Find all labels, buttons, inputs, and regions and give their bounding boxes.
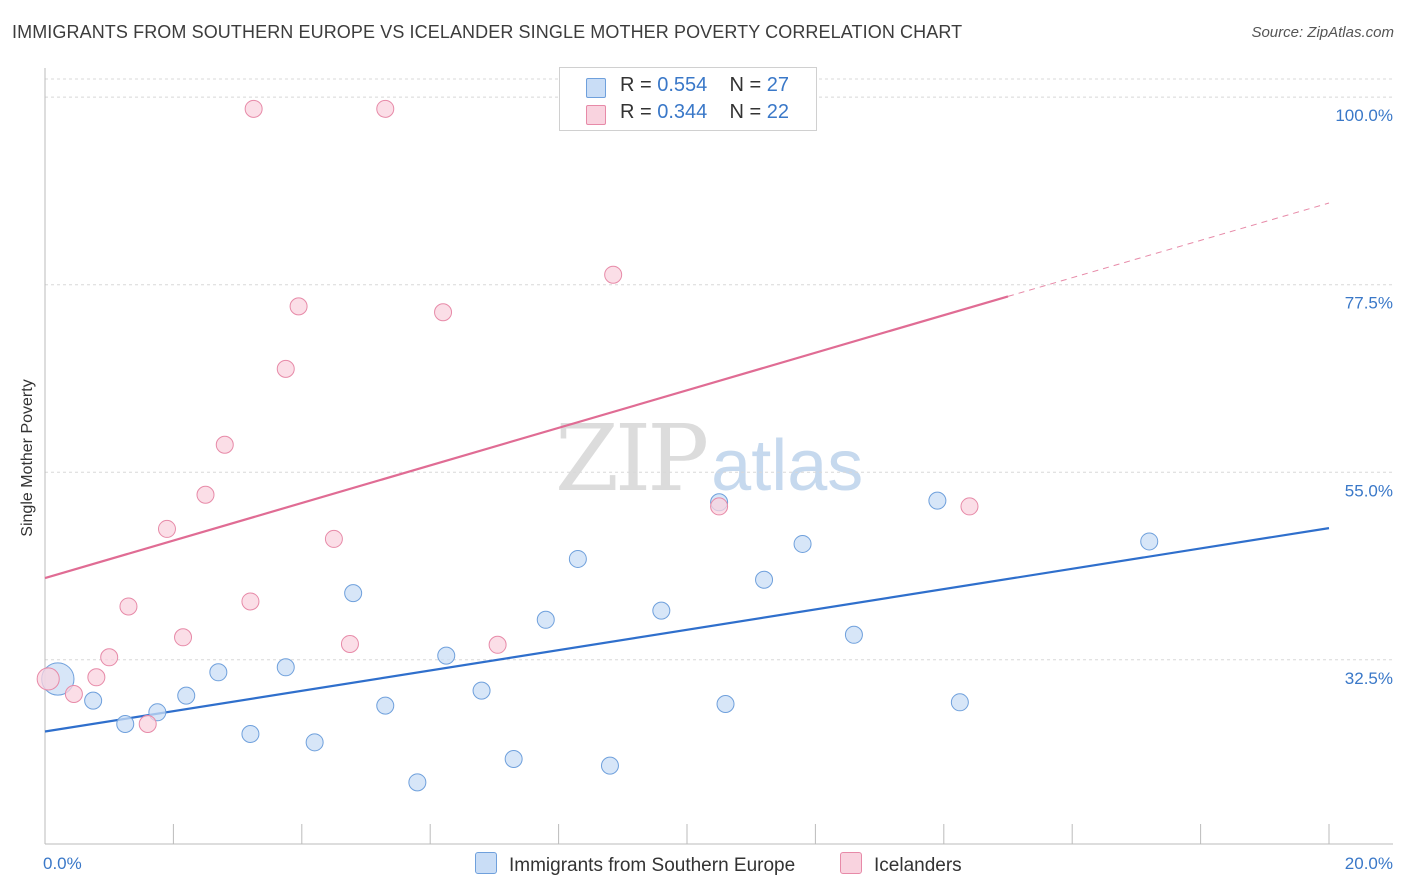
data-point bbox=[84, 691, 103, 710]
data-point bbox=[157, 519, 176, 538]
data-point bbox=[488, 635, 507, 654]
data-point bbox=[64, 684, 83, 703]
data-point bbox=[604, 265, 623, 284]
chart-title: IMMIGRANTS FROM SOUTHERN EUROPE VS ICELA… bbox=[12, 22, 963, 42]
data-point bbox=[289, 297, 308, 316]
x-tick-label: 20.0% bbox=[1345, 854, 1393, 873]
bottom-legend-southern-europe: Immigrants from Southern Europe bbox=[475, 852, 795, 877]
bottom-legend-label: Immigrants from Southern Europe bbox=[509, 855, 796, 876]
data-point bbox=[324, 529, 343, 548]
x-tick-label: 0.0% bbox=[43, 854, 82, 873]
data-point bbox=[119, 597, 138, 616]
data-point bbox=[568, 549, 587, 568]
legend-r-value: 0.554 bbox=[657, 74, 708, 96]
data-point bbox=[504, 749, 523, 768]
data-point bbox=[755, 570, 774, 589]
data-point bbox=[100, 648, 119, 667]
axes bbox=[44, 68, 1393, 845]
data-point bbox=[241, 592, 260, 611]
data-point bbox=[177, 686, 196, 705]
data-point bbox=[116, 714, 135, 733]
legend-n-value: 27 bbox=[766, 74, 790, 96]
data-point bbox=[950, 693, 969, 712]
y-tick-label: 100.0% bbox=[1335, 106, 1393, 125]
stats-legend: R = 0.554 N = 27 R = 0.344 N = 22 bbox=[559, 67, 817, 131]
data-point bbox=[305, 733, 324, 752]
watermark-atlas: atlas bbox=[711, 426, 864, 506]
bottom-legend-label: Icelanders bbox=[874, 855, 962, 876]
legend-n-label: N = bbox=[729, 101, 767, 123]
legend-swatch-pink bbox=[586, 105, 606, 125]
data-point bbox=[87, 668, 106, 687]
data-point bbox=[408, 773, 427, 792]
data-point bbox=[196, 485, 215, 504]
bottom-legend-icelanders: Icelanders bbox=[840, 852, 962, 877]
watermark-zip: ZIP bbox=[555, 405, 709, 512]
data-point bbox=[1140, 532, 1159, 551]
data-point bbox=[536, 610, 555, 629]
data-point bbox=[652, 601, 671, 620]
legend-r-value: 0.344 bbox=[657, 101, 708, 123]
data-point bbox=[928, 491, 947, 510]
trend-line-extension bbox=[1007, 202, 1330, 297]
data-point bbox=[710, 497, 729, 516]
bottom-legend-swatch-pink bbox=[840, 852, 862, 874]
data-point bbox=[793, 534, 812, 553]
data-point bbox=[434, 303, 453, 322]
legend-swatch-blue bbox=[586, 78, 606, 98]
data-point bbox=[244, 99, 263, 118]
data-point bbox=[209, 663, 228, 682]
legend-n-label: N = bbox=[729, 74, 767, 96]
y-tick-label: 77.5% bbox=[1345, 294, 1393, 313]
data-point bbox=[376, 99, 395, 118]
data-point bbox=[241, 724, 260, 743]
y-tick-label: 32.5% bbox=[1345, 669, 1393, 688]
trend-line bbox=[44, 295, 1009, 580]
bottom-legend-swatch-blue bbox=[475, 852, 497, 874]
legend-r-label: R = bbox=[620, 74, 658, 96]
data-point bbox=[340, 634, 359, 653]
data-point bbox=[36, 667, 60, 691]
legend-stats-text: R = 0.554 N = 27 bbox=[620, 74, 789, 97]
trend-line bbox=[44, 527, 1330, 733]
data-point bbox=[276, 658, 295, 677]
watermark: ZIPatlas bbox=[555, 405, 863, 512]
data-point bbox=[138, 714, 157, 733]
data-point bbox=[437, 646, 456, 665]
data-point bbox=[148, 703, 167, 722]
legend-stats-text: R = 0.344 N = 22 bbox=[620, 101, 789, 124]
source-label: Source: ZipAtlas.com bbox=[1251, 24, 1394, 41]
y-tick-label: 55.0% bbox=[1345, 481, 1393, 500]
data-point bbox=[716, 694, 735, 713]
data-point bbox=[276, 359, 295, 378]
data-point bbox=[600, 756, 619, 775]
legend-n-value: 22 bbox=[766, 101, 790, 123]
data-point bbox=[960, 497, 979, 516]
data-point bbox=[472, 681, 491, 700]
data-point bbox=[174, 628, 193, 647]
grid-lines bbox=[45, 78, 1393, 661]
tick-labels: 32.5% 55.0% 77.5% 100.0% 0.0% 20.0% bbox=[43, 106, 1393, 873]
legend-r-label: R = bbox=[620, 101, 658, 123]
data-point bbox=[376, 696, 395, 715]
trend-lines bbox=[44, 202, 1330, 733]
data-point bbox=[344, 584, 363, 603]
data-point bbox=[844, 625, 863, 644]
data-point bbox=[215, 435, 234, 454]
data-points bbox=[36, 99, 1159, 792]
